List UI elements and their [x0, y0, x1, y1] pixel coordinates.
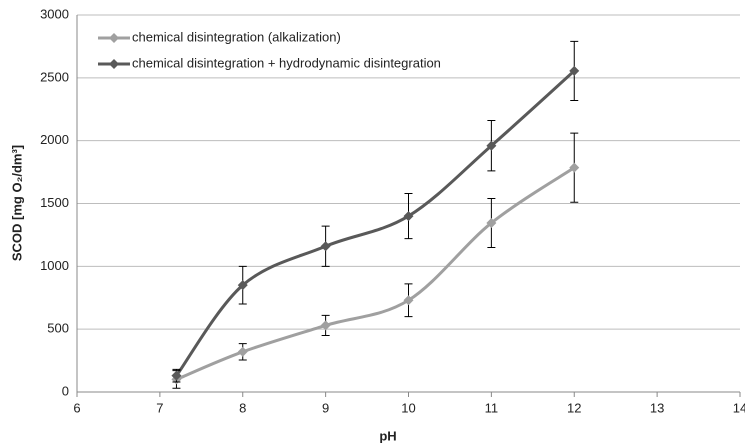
marker: [569, 65, 580, 76]
y-tick-label: 1000: [40, 258, 69, 273]
marker: [403, 295, 414, 306]
marker: [237, 280, 248, 291]
x-tick-label: 8: [239, 400, 246, 415]
x-tick-label: 13: [650, 400, 664, 415]
y-tick-label: 2000: [40, 132, 69, 147]
x-axis-label: pH: [379, 428, 396, 443]
y-tick-label: 2500: [40, 69, 69, 84]
x-tick-label: 12: [567, 400, 581, 415]
series-line: [175, 166, 576, 381]
marker: [320, 241, 331, 252]
x-tick-label: 6: [73, 400, 80, 415]
series-line: [175, 69, 576, 377]
marker: [486, 140, 497, 151]
y-tick-label: 500: [47, 321, 69, 336]
legend-label: chemical disintegration + hydrodynamic d…: [132, 55, 441, 70]
marker: [237, 346, 248, 357]
x-tick-label: 14: [733, 400, 745, 415]
legend-label: chemical disintegration (alkalization): [132, 29, 341, 44]
x-tick-label: 10: [401, 400, 415, 415]
marker: [486, 217, 497, 228]
y-tick-label: 3000: [40, 6, 69, 21]
y-axis-label: SCOD [mg O₂/dm³]: [9, 145, 24, 261]
marker: [403, 211, 414, 222]
marker: [569, 162, 580, 173]
x-tick-label: 7: [156, 400, 163, 415]
marker: [320, 320, 331, 331]
x-tick-label: 11: [485, 400, 499, 415]
legend-marker: [109, 33, 119, 43]
y-tick-label: 1500: [40, 195, 69, 210]
y-tick-label: 0: [62, 383, 69, 398]
x-tick-label: 9: [322, 400, 329, 415]
legend-marker: [109, 59, 119, 69]
marker: [171, 370, 182, 381]
